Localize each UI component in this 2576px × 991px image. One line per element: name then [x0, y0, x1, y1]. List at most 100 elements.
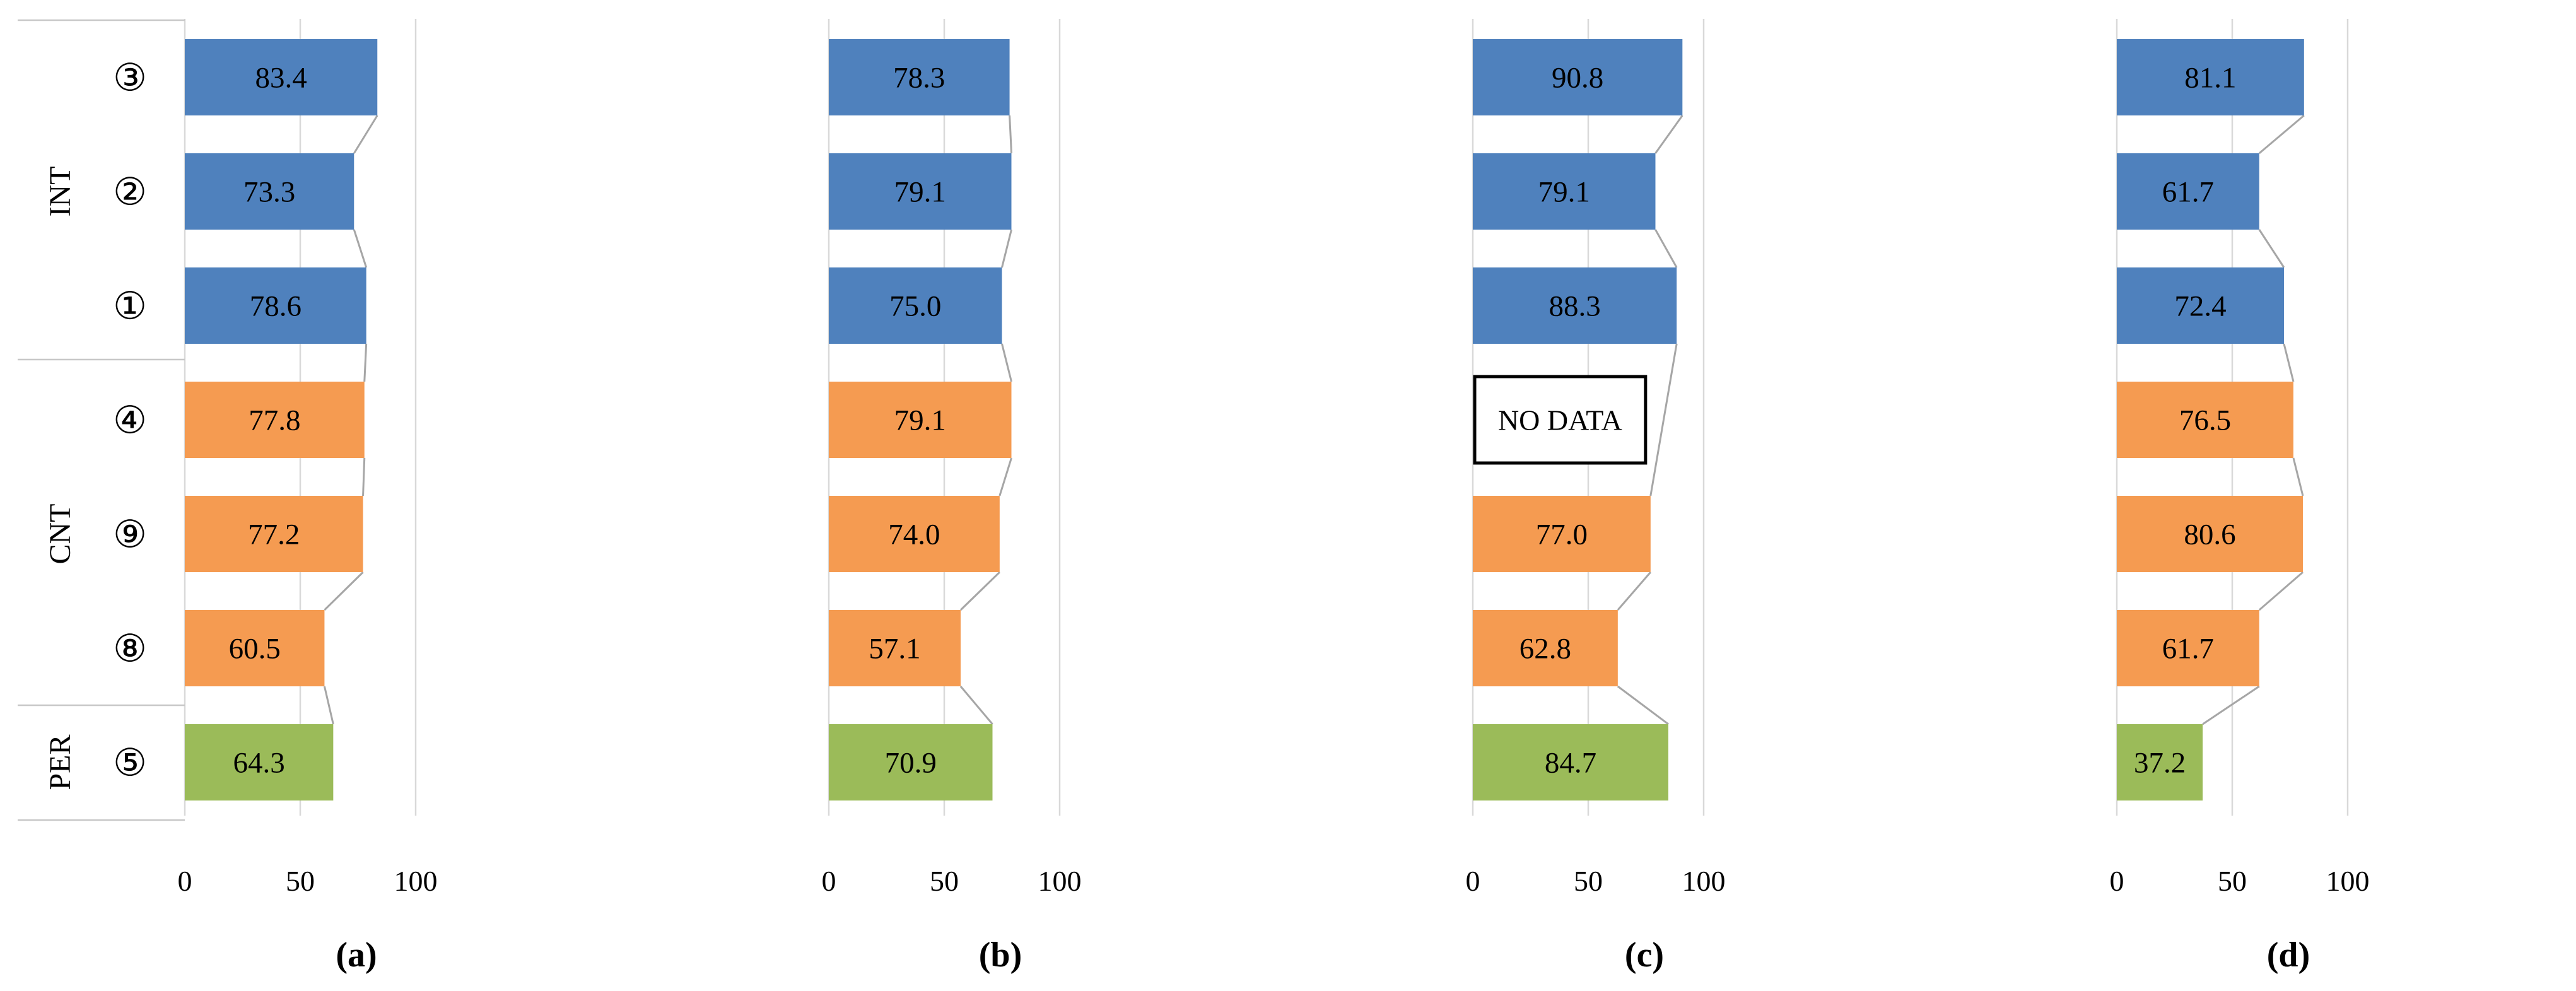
funnel-connector	[1654, 229, 1678, 268]
panel-letter: (a)	[336, 935, 377, 975]
x-tick-label-50: 50	[286, 865, 315, 897]
panel-a-chart: 83.4 73.3 78.6 77.8 77.2 60.5 64.3 0 50 100 (a) ③ ② ①…	[18, 19, 438, 975]
bar-b-4	[829, 382, 1012, 458]
bar-value-label: 74.0	[888, 519, 940, 551]
funnel-connector	[959, 686, 993, 725]
x-tick-label-50: 50	[1574, 865, 1603, 897]
funnel-connector	[2258, 229, 2285, 268]
bar-b-3	[829, 267, 1002, 344]
bar-a-4	[185, 382, 365, 458]
bar-b-6	[829, 610, 961, 686]
bar-value-label: 90.8	[1552, 62, 1603, 95]
row-label-circled-5: ⑨	[113, 513, 147, 557]
bar-value-label: 70.9	[885, 747, 937, 780]
funnel-connector	[2202, 685, 2260, 725]
bar-value-label: 60.5	[229, 633, 281, 666]
no-data-box	[1473, 375, 1648, 465]
bar-value-label: 61.7	[2162, 633, 2214, 666]
group-label-per: PER	[44, 734, 77, 790]
funnel-connector	[362, 457, 366, 496]
funnel-connector	[959, 571, 1000, 611]
row-label-circled-1: ③	[113, 56, 147, 100]
funnel-connector	[1617, 572, 1651, 611]
panel-c-chart: 90.8 79.1 88.3 NO DATA 77.0 62.8 84.7 0 50 100 (c)	[1466, 19, 1726, 975]
panel-d-chart: 81.1 61.7 72.4 76.5 80.6 61.7 37.2 0 50 100 (d)	[2110, 19, 2370, 975]
group-label-cnt: CNT	[44, 504, 77, 565]
panel-letter: (b)	[979, 935, 1022, 975]
group-label-int: INT	[44, 167, 77, 217]
panel-letter: (c)	[1625, 935, 1664, 975]
bar-d-3	[2117, 267, 2284, 344]
x-tick-label-50: 50	[2218, 865, 2247, 897]
funnel-connector	[363, 343, 368, 382]
bar-b-7	[829, 724, 993, 800]
bar-c-7	[1473, 724, 1669, 800]
bar-c-1	[1473, 39, 1683, 115]
bar-c-3	[1473, 267, 1677, 344]
bar-d-5	[2117, 496, 2303, 572]
x-tick-label-0: 0	[178, 865, 192, 897]
bar-value-label: 79.1	[1538, 176, 1590, 209]
bar-value-label: 79.1	[894, 404, 946, 437]
bar-value-label: 81.1	[2184, 62, 2236, 95]
bar-a-2	[185, 153, 354, 230]
funnel-connector	[323, 686, 334, 725]
bar-value-label: 64.3	[233, 747, 285, 780]
bar-value-label: 77.2	[248, 519, 300, 551]
bar-value-label: 88.3	[1549, 290, 1600, 323]
bar-value-label: 78.3	[893, 62, 945, 95]
row-label-circled-7: ⑤	[113, 741, 147, 785]
bar-value-label: 73.3	[243, 176, 295, 209]
bar-a-1	[185, 39, 378, 115]
panel-letter: (d)	[2267, 935, 2310, 975]
bar-b-1	[829, 39, 1010, 115]
bar-value-label: 78.6	[250, 290, 302, 323]
x-tick-label-100: 100	[2326, 865, 2370, 897]
funnel-connector	[1001, 343, 1012, 382]
funnel-connector	[2258, 571, 2304, 611]
no-data-label: NO DATA	[1498, 404, 1622, 437]
funnel-connector	[324, 571, 364, 611]
bar-a-5	[185, 496, 363, 572]
funnel-connector	[2292, 457, 2304, 496]
bar-c-6	[1473, 610, 1618, 686]
row-label-circled-2: ②	[113, 170, 147, 214]
x-tick-label-0: 0	[2110, 865, 2124, 897]
bar-a-3	[185, 267, 366, 344]
funnel-connector	[1649, 343, 1678, 496]
bar-value-label: 77.8	[249, 404, 300, 437]
bar-value-label: 57.1	[869, 633, 920, 666]
bar-value-label: 75.0	[889, 290, 941, 323]
bar-a-6	[185, 610, 325, 686]
funnel-connector	[2258, 114, 2305, 155]
funnel-connector	[1617, 685, 1669, 725]
panel-b-chart: 78.3 79.1 75.0 79.1 74.0 57.1 70.9 0 50 100 (b)	[822, 19, 1082, 975]
funnel-connector	[353, 229, 368, 268]
bar-b-2	[829, 153, 1012, 230]
row-label-circled-3: ①	[113, 284, 147, 329]
bar-value-label: 83.4	[255, 62, 307, 95]
funnel-connector	[353, 115, 378, 154]
bar-value-label: 62.8	[1519, 633, 1571, 666]
bar-value-label: 76.5	[2179, 404, 2231, 437]
bar-value-label: 61.7	[2162, 176, 2214, 209]
bar-value-label: 80.6	[2184, 519, 2235, 551]
funnel-connector	[1001, 229, 1012, 268]
bar-d-6	[2117, 610, 2259, 686]
bar-c-5	[1473, 496, 1651, 572]
bar-b-5	[829, 496, 1000, 572]
row-label-circled-4: ④	[113, 399, 147, 443]
funnel-connector	[998, 457, 1012, 496]
bar-a-7	[185, 724, 334, 800]
bar-value-label: 79.1	[894, 176, 946, 209]
bar-value-label: 72.4	[2174, 290, 2226, 323]
x-tick-label-100: 100	[1682, 865, 1726, 897]
bar-d-7	[2117, 724, 2203, 800]
funnel-connector	[1654, 115, 1683, 154]
bar-d-1	[2117, 39, 2304, 115]
bar-d-2	[2117, 153, 2259, 230]
x-tick-label-0: 0	[1466, 865, 1480, 897]
bar-value-label: 84.7	[1545, 747, 1596, 780]
funnel-connector	[1009, 115, 1013, 154]
